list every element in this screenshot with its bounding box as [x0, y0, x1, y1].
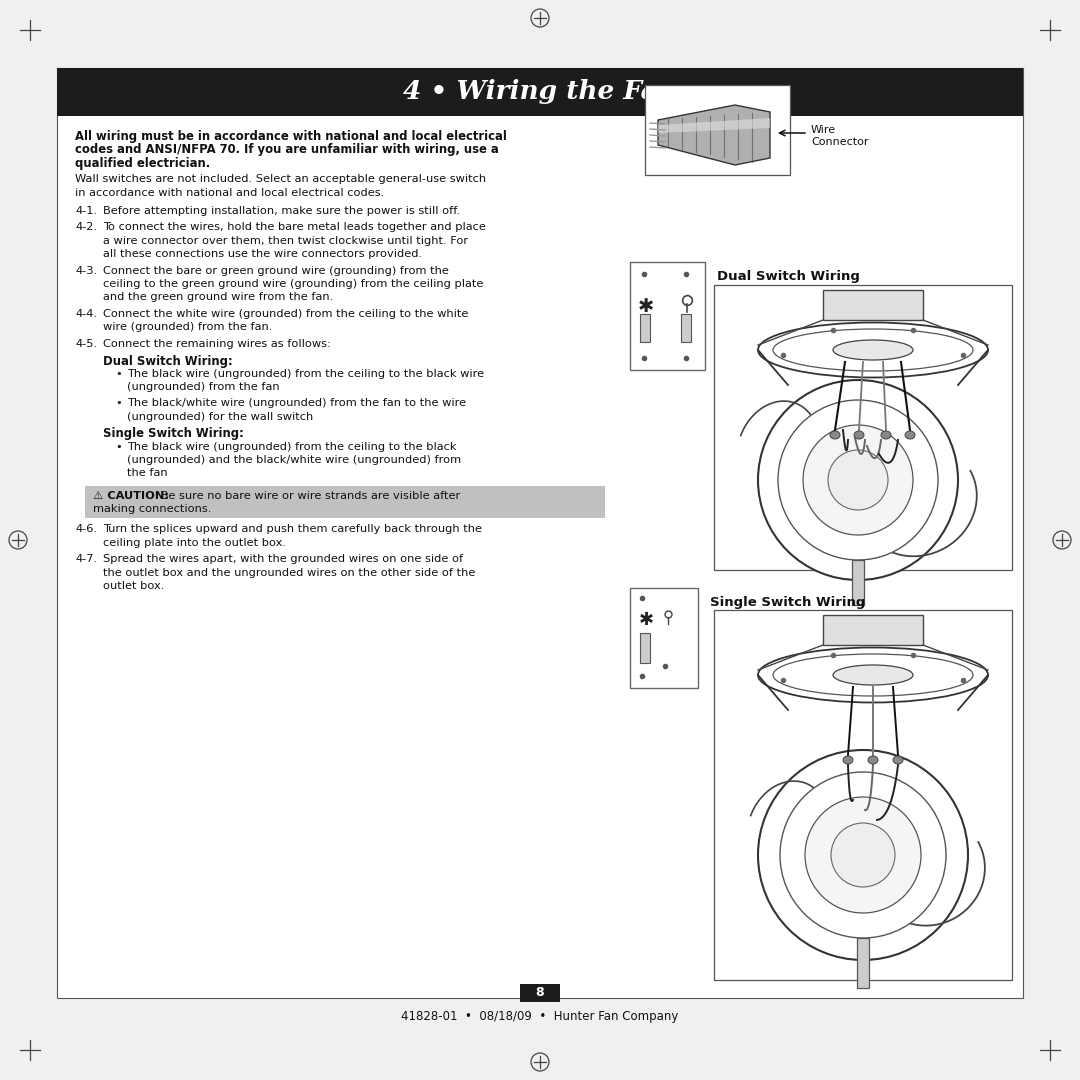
- Text: making connections.: making connections.: [93, 504, 212, 514]
- Bar: [823, 615, 923, 645]
- Text: •: •: [114, 369, 122, 379]
- Text: The black/white wire (ungrounded) from the fan to the wire: The black/white wire (ungrounded) from t…: [127, 399, 467, 408]
- Text: Spread the wires apart, with the grounded wires on one side of: Spread the wires apart, with the grounde…: [103, 554, 463, 564]
- Text: 4-7.: 4-7.: [75, 554, 97, 564]
- Bar: [714, 285, 1012, 570]
- Text: Single Switch Wiring:: Single Switch Wiring:: [103, 427, 244, 440]
- Ellipse shape: [854, 431, 864, 438]
- Text: ⚠ CAUTION:: ⚠ CAUTION:: [93, 491, 168, 501]
- Text: a wire connector over them, then twist clockwise until tight. For: a wire connector over them, then twist c…: [103, 235, 468, 245]
- Text: ceiling to the green ground wire (grounding) from the ceiling plate: ceiling to the green ground wire (ground…: [103, 279, 484, 289]
- Ellipse shape: [843, 756, 853, 764]
- Text: 4-6.: 4-6.: [75, 524, 97, 534]
- Bar: [681, 314, 691, 342]
- Circle shape: [804, 426, 913, 535]
- Circle shape: [780, 772, 946, 939]
- Bar: [645, 85, 789, 175]
- Ellipse shape: [758, 323, 988, 378]
- Text: 4-1.: 4-1.: [75, 205, 97, 216]
- Ellipse shape: [833, 340, 913, 360]
- Circle shape: [758, 380, 958, 580]
- Text: Wire
Connector: Wire Connector: [811, 125, 868, 147]
- Ellipse shape: [905, 431, 915, 438]
- Bar: [630, 588, 698, 688]
- Circle shape: [805, 797, 921, 913]
- Bar: [630, 262, 705, 370]
- Bar: [640, 314, 650, 342]
- Text: Wall switches are not included. Select an acceptable general-use switch: Wall switches are not included. Select a…: [75, 175, 486, 185]
- Text: (ungrounded) from the fan: (ungrounded) from the fan: [127, 382, 280, 392]
- Text: 41828-01  •  08/18/09  •  Hunter Fan Company: 41828-01 • 08/18/09 • Hunter Fan Company: [402, 1010, 678, 1023]
- Circle shape: [831, 823, 895, 887]
- Text: ceiling plate into the outlet box.: ceiling plate into the outlet box.: [103, 538, 286, 548]
- Text: Dual Switch Wiring:: Dual Switch Wiring:: [103, 354, 232, 367]
- Text: Turn the splices upward and push them carefully back through the: Turn the splices upward and push them ca…: [103, 524, 482, 534]
- Circle shape: [828, 450, 888, 510]
- Text: the outlet box and the ungrounded wires on the other side of the: the outlet box and the ungrounded wires …: [103, 567, 475, 578]
- Text: ✱: ✱: [638, 297, 654, 315]
- Text: 8: 8: [536, 986, 544, 999]
- Bar: [519, 984, 561, 1002]
- Text: All wiring must be in accordance with national and local electrical: All wiring must be in accordance with na…: [75, 130, 507, 143]
- Text: all these connections use the wire connectors provided.: all these connections use the wire conne…: [103, 249, 422, 259]
- Ellipse shape: [893, 756, 903, 764]
- Ellipse shape: [758, 648, 988, 702]
- Polygon shape: [658, 118, 770, 133]
- Text: The black wire (ungrounded) from the ceiling to the black wire: The black wire (ungrounded) from the cei…: [127, 369, 484, 379]
- Ellipse shape: [773, 654, 973, 696]
- Text: the fan: the fan: [127, 469, 167, 478]
- Text: Connect the remaining wires as follows:: Connect the remaining wires as follows:: [103, 339, 330, 349]
- Text: The black wire (ungrounded) from the ceiling to the black: The black wire (ungrounded) from the cei…: [127, 442, 457, 451]
- Text: wire (grounded) from the fan.: wire (grounded) from the fan.: [103, 323, 272, 333]
- Bar: [714, 610, 1012, 980]
- Text: 4-2.: 4-2.: [75, 222, 97, 232]
- Text: •: •: [114, 442, 122, 451]
- Text: in accordance with national and local electrical codes.: in accordance with national and local el…: [75, 188, 384, 198]
- Bar: [640, 633, 650, 663]
- Text: outlet box.: outlet box.: [103, 581, 164, 591]
- Text: (ungrounded) and the black/white wire (ungrounded) from: (ungrounded) and the black/white wire (u…: [127, 455, 461, 465]
- Text: 4-5.: 4-5.: [75, 339, 97, 349]
- Text: •: •: [114, 399, 122, 408]
- Text: Connect the bare or green ground wire (grounding) from the: Connect the bare or green ground wire (g…: [103, 266, 449, 275]
- Text: 4 • Wiring the Fan: 4 • Wiring the Fan: [403, 80, 677, 105]
- Polygon shape: [658, 105, 770, 165]
- Bar: [85, 486, 605, 518]
- Text: (ungrounded) for the wall switch: (ungrounded) for the wall switch: [127, 411, 313, 421]
- Bar: [858, 939, 869, 988]
- Text: Before attempting installation, make sure the power is still off.: Before attempting installation, make sur…: [103, 205, 460, 216]
- Bar: [852, 561, 864, 605]
- Bar: [823, 291, 923, 320]
- Text: To connect the wires, hold the bare metal leads together and place: To connect the wires, hold the bare meta…: [103, 222, 486, 232]
- Text: 4-3.: 4-3.: [75, 266, 97, 275]
- Circle shape: [758, 750, 968, 960]
- Text: ✱: ✱: [638, 611, 653, 629]
- Text: and the green ground wire from the fan.: and the green ground wire from the fan.: [103, 293, 334, 302]
- Ellipse shape: [833, 665, 913, 685]
- Ellipse shape: [773, 329, 973, 372]
- Text: Dual Switch Wiring: Dual Switch Wiring: [717, 270, 860, 283]
- Text: Single Switch Wiring: Single Switch Wiring: [710, 596, 865, 609]
- Circle shape: [778, 400, 939, 561]
- Text: Be sure no bare wire or wire strands are visible after: Be sure no bare wire or wire strands are…: [157, 491, 460, 501]
- Ellipse shape: [881, 431, 891, 438]
- Text: qualified electrician.: qualified electrician.: [75, 157, 211, 170]
- Text: 4-4.: 4-4.: [75, 309, 97, 319]
- Text: codes and ANSI/NFPA 70. If you are unfamiliar with wiring, use a: codes and ANSI/NFPA 70. If you are unfam…: [75, 144, 499, 157]
- Text: Connect the white wire (grounded) from the ceiling to the white: Connect the white wire (grounded) from t…: [103, 309, 469, 319]
- Bar: [57, 68, 1023, 998]
- Bar: [57, 68, 1023, 116]
- Ellipse shape: [868, 756, 878, 764]
- Ellipse shape: [831, 431, 840, 438]
